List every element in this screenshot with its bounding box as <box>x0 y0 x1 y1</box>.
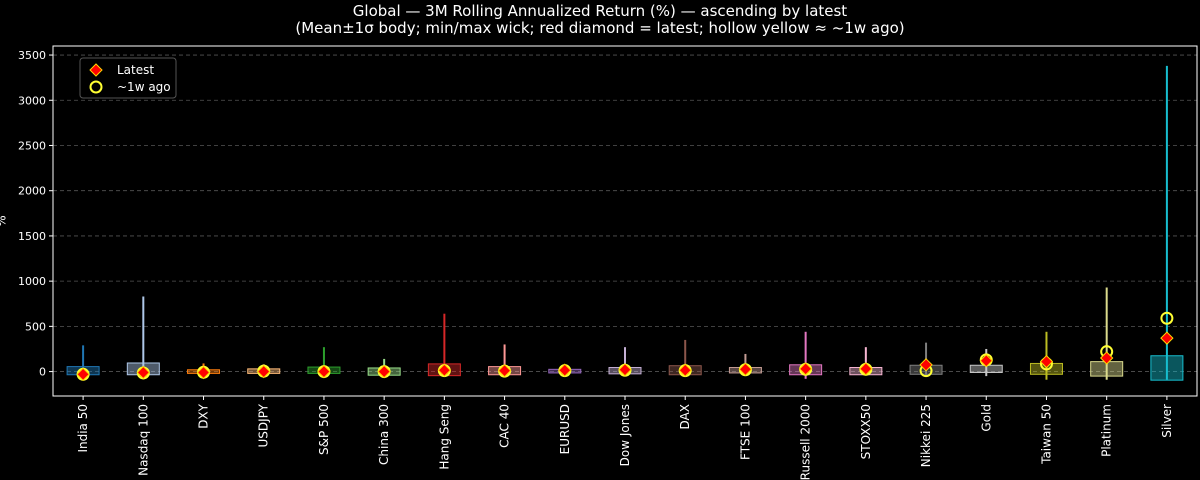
legend-latest-label: Latest <box>117 63 154 77</box>
x-tick-label: Hang Seng <box>437 404 451 470</box>
week-ago-marker <box>1160 311 1174 325</box>
latest-marker <box>377 364 391 379</box>
y-tick-label: 500 <box>25 320 46 333</box>
x-tick-label: Dow Jones <box>618 404 632 466</box>
x-tick-label: Taiwan 50 <box>1039 404 1053 465</box>
latest-marker <box>618 363 632 377</box>
latest-marker <box>678 363 692 377</box>
legend-week-ago-icon <box>89 80 103 94</box>
y-tick-label: 3000 <box>18 94 46 107</box>
latest-marker <box>558 363 572 377</box>
x-tick-label: Russell 2000 <box>799 404 813 480</box>
x-tick-label: Silver <box>1160 404 1174 438</box>
chart-subtitle: (Mean±1σ body; min/max wick; red diamond… <box>295 19 905 37</box>
x-tick-label: Nasdaq 100 <box>136 404 150 476</box>
y-tick-label: 3500 <box>18 49 46 62</box>
y-tick-label: 1000 <box>18 275 46 288</box>
x-tick-label: USDJPY <box>257 403 271 447</box>
latest-marker <box>1160 331 1174 345</box>
legend-latest-icon <box>89 63 103 77</box>
latest-marker <box>437 363 452 377</box>
x-tick-label: CAC 40 <box>498 404 512 448</box>
y-tick-label: 1500 <box>18 230 46 243</box>
latest-marker <box>76 367 90 382</box>
y-tick-label: 0 <box>39 366 46 379</box>
y-tick-label: 2500 <box>18 139 46 152</box>
latest-marker <box>196 365 211 380</box>
latest-marker <box>919 358 933 372</box>
plot-frame <box>52 45 1198 397</box>
x-tick-label: Gold <box>979 404 993 432</box>
latest-marker <box>979 354 993 368</box>
y-tick-label: 2000 <box>18 185 46 198</box>
x-tick-label: STOXX50 <box>859 404 873 459</box>
x-tick-label: DAX <box>678 404 692 429</box>
latest-marker <box>738 362 753 377</box>
box-body <box>1150 355 1184 381</box>
latest-marker <box>497 363 512 378</box>
x-tick-label: FTSE 100 <box>738 404 752 460</box>
x-tick-label: DXY <box>197 403 211 428</box>
x-tick-label: Nikkei 225 <box>919 404 933 467</box>
legend-week-ago-label: ~1w ago <box>117 80 171 94</box>
chart-title: Global — 3M Rolling Annualized Return (%… <box>352 2 848 20</box>
x-tick-label: EURUSD <box>558 404 572 454</box>
latest-marker <box>257 364 271 379</box>
x-tick-label: Platinum <box>1100 404 1114 457</box>
latest-marker <box>317 364 331 379</box>
latest-marker <box>859 362 873 376</box>
x-tick-label: S&P 500 <box>317 404 331 455</box>
latest-marker <box>1099 351 1114 365</box>
latest-marker <box>1039 354 1054 369</box>
legend-box <box>79 57 177 99</box>
latest-marker <box>136 365 151 380</box>
latest-marker <box>798 362 813 376</box>
x-tick-label: China 300 <box>377 404 391 465</box>
x-tick-label: India 50 <box>76 404 90 453</box>
